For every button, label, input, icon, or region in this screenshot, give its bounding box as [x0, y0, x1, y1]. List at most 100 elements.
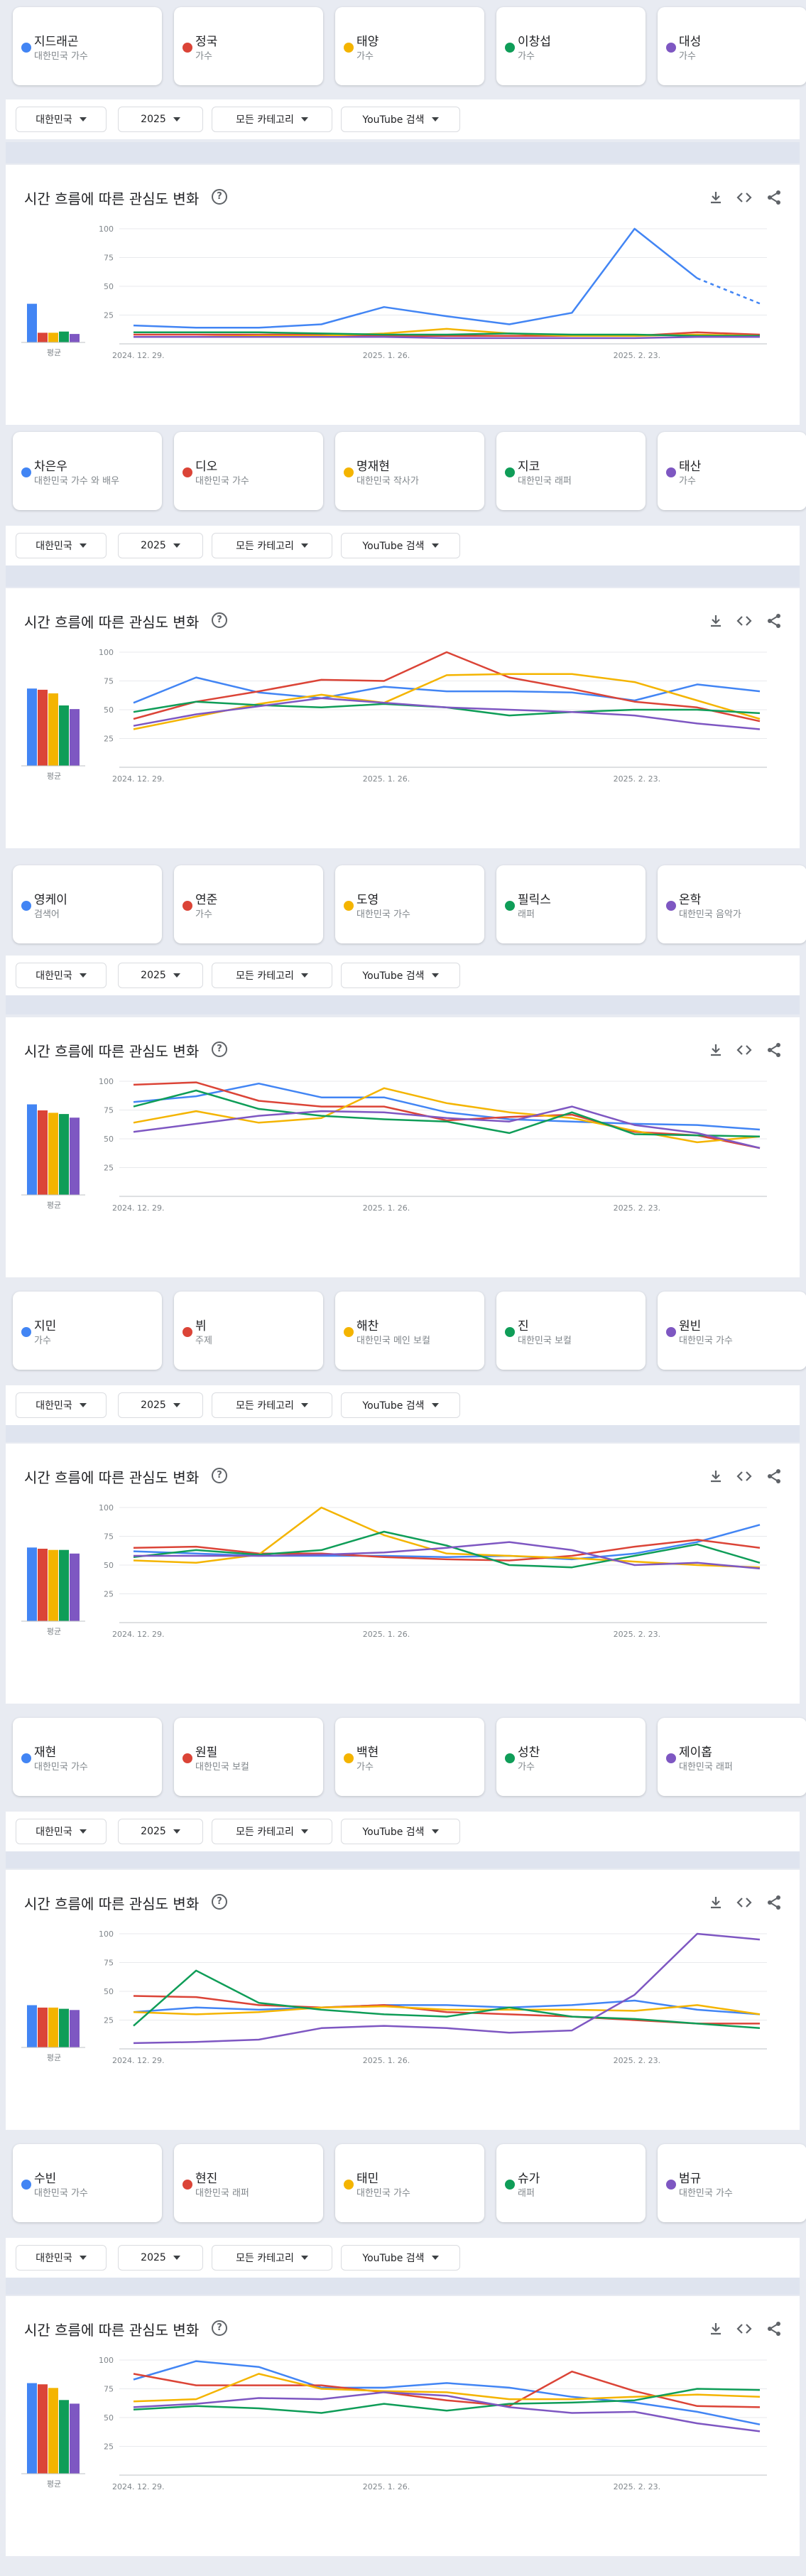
term-chip[interactable]: 재현 대한민국 가수: [13, 1718, 162, 1796]
term-chip[interactable]: 지드래곤 대한민국 가수: [13, 7, 162, 85]
series-line-partial: [697, 277, 761, 305]
source-dropdown[interactable]: YouTube 검색: [341, 533, 460, 558]
embed-icon[interactable]: [736, 189, 753, 206]
download-icon[interactable]: [707, 1468, 724, 1485]
trend-chart[interactable]: 평균 25 50 75 100 2024. 12. 29. 2025. 1. 26. 2025…: [6, 638, 800, 851]
trend-chart[interactable]: 평균 25 50 75 100 2024. 12. 29. 2025. 1. 26. 2025…: [6, 2346, 800, 2559]
term-chip[interactable]: 뷔 주제: [174, 1292, 323, 1370]
term-chip[interactable]: 지민 가수: [13, 1292, 162, 1370]
region-dropdown[interactable]: 대한민국: [16, 963, 107, 988]
share-icon[interactable]: [766, 2320, 783, 2337]
term-chip[interactable]: 정국 가수: [174, 7, 323, 85]
term-name: 해찬: [356, 1319, 379, 1333]
average-bar: [59, 1549, 69, 1621]
share-icon[interactable]: [766, 612, 783, 629]
term-chip[interactable]: 명재현 대한민국 작사가: [335, 432, 484, 510]
embed-icon[interactable]: [736, 2320, 753, 2337]
year-dropdown[interactable]: 2025: [118, 2245, 203, 2271]
year-dropdown[interactable]: 2025: [118, 533, 203, 558]
download-icon[interactable]: [707, 1041, 724, 1059]
year-dropdown[interactable]: 2025: [118, 1819, 203, 1844]
download-icon[interactable]: [707, 2320, 724, 2337]
region-dropdown[interactable]: 대한민국: [16, 533, 107, 558]
help-icon[interactable]: ?: [212, 1894, 227, 1910]
embed-icon-glyph: [736, 616, 752, 626]
year-dropdown[interactable]: 2025: [118, 1392, 203, 1418]
download-icon[interactable]: [707, 1894, 724, 1911]
term-color-dot: [21, 43, 31, 53]
help-icon[interactable]: ?: [212, 1041, 227, 1057]
source-dropdown[interactable]: YouTube 검색: [341, 1392, 460, 1418]
category-dropdown[interactable]: 모든 카테고리: [212, 2245, 332, 2271]
region-dropdown[interactable]: 대한민국: [16, 1392, 107, 1418]
term-chip[interactable]: 태산 가수: [658, 432, 806, 510]
share-icon[interactable]: [766, 1041, 783, 1059]
dropdown-label: 대한민국: [36, 114, 72, 126]
term-chip[interactable]: 진 대한민국 보컬: [496, 1292, 646, 1370]
term-color-dot: [183, 467, 192, 477]
embed-icon[interactable]: [736, 1041, 753, 1059]
term-chip[interactable]: 수빈 대한민국 가수: [13, 2144, 162, 2222]
help-icon[interactable]: ?: [212, 189, 227, 205]
term-chip[interactable]: 이창섭 가수: [496, 7, 646, 85]
trend-chart[interactable]: 평균 25 50 75 100 2024. 12. 29. 2025. 1. 26. 2025…: [6, 1067, 800, 1280]
trend-chart[interactable]: 평균 25 50 75 100 2024. 12. 29. 2025. 1. 26. 2025…: [6, 215, 800, 428]
term-chip[interactable]: 온학 대한민국 음악가: [658, 865, 806, 943]
term-chip[interactable]: 태민 대한민국 가수: [335, 2144, 484, 2222]
term-chip[interactable]: 원필 대한민국 보컬: [174, 1718, 323, 1796]
term-chip[interactable]: 차은우 대한민국 가수 와 배우: [13, 432, 162, 510]
term-chip[interactable]: 태양 가수: [335, 7, 484, 85]
term-chip[interactable]: 연준 가수: [174, 865, 323, 943]
share-icon[interactable]: [766, 189, 783, 206]
term-chip[interactable]: 디오 대한민국 가수: [174, 432, 323, 510]
download-icon[interactable]: [707, 189, 724, 206]
download-icon[interactable]: [707, 612, 724, 629]
term-chip[interactable]: 제이홉 대한민국 래퍼: [658, 1718, 806, 1796]
embed-icon[interactable]: [736, 612, 753, 629]
help-icon[interactable]: ?: [212, 612, 227, 628]
y-tick-label: 75: [104, 677, 114, 686]
year-dropdown[interactable]: 2025: [118, 963, 203, 988]
year-dropdown[interactable]: 2025: [118, 107, 203, 132]
category-dropdown[interactable]: 모든 카테고리: [212, 1392, 332, 1418]
x-tick-label: 2025. 2. 23.: [614, 1203, 660, 1213]
share-icon[interactable]: [766, 1468, 783, 1485]
term-chip[interactable]: 도영 대한민국 가수: [335, 865, 484, 943]
term-chip[interactable]: 성찬 가수: [496, 1718, 646, 1796]
term-chip[interactable]: 해찬 대한민국 메인 보컬: [335, 1292, 484, 1370]
term-chip[interactable]: 영케이 검색어: [13, 865, 162, 943]
term-chip[interactable]: 대성 가수: [658, 7, 806, 85]
region-dropdown[interactable]: 대한민국: [16, 2245, 107, 2271]
source-dropdown[interactable]: YouTube 검색: [341, 107, 460, 132]
source-dropdown[interactable]: YouTube 검색: [341, 1819, 460, 1844]
term-chip[interactable]: 현진 대한민국 래퍼: [174, 2144, 323, 2222]
trend-chart[interactable]: 평균 25 50 75 100 2024. 12. 29. 2025. 1. 26. 2025…: [6, 1920, 800, 2133]
region-dropdown[interactable]: 대한민국: [16, 1819, 107, 1844]
embed-icon[interactable]: [736, 1894, 753, 1911]
average-bar: [38, 332, 48, 342]
help-icon[interactable]: ?: [212, 1468, 227, 1483]
y-tick-label: 100: [99, 1503, 114, 1512]
category-dropdown[interactable]: 모든 카테고리: [212, 533, 332, 558]
series-line: [133, 2391, 761, 2432]
term-chip[interactable]: 백현 가수: [335, 1718, 484, 1796]
category-dropdown[interactable]: 모든 카테고리: [212, 107, 332, 132]
term-color-dot: [21, 901, 31, 911]
source-dropdown[interactable]: YouTube 검색: [341, 963, 460, 988]
term-chip[interactable]: 원빈 대한민국 가수: [658, 1292, 806, 1370]
region-dropdown[interactable]: 대한민국: [16, 107, 107, 132]
series-line: [133, 1969, 761, 2030]
category-dropdown[interactable]: 모든 카테고리: [212, 1819, 332, 1844]
term-subtitle: 대한민국 래퍼: [195, 2188, 249, 2199]
term-chip[interactable]: 지코 대한민국 래퍼: [496, 432, 646, 510]
embed-icon[interactable]: [736, 1468, 753, 1485]
trend-chart[interactable]: 평균 25 50 75 100 2024. 12. 29. 2025. 1. 26. 2025…: [6, 1493, 800, 1706]
term-chip[interactable]: 슈가 래퍼: [496, 2144, 646, 2222]
term-subtitle: 가수: [679, 476, 696, 487]
help-icon[interactable]: ?: [212, 2320, 227, 2336]
term-chip[interactable]: 범규 대한민국 가수: [658, 2144, 806, 2222]
category-dropdown[interactable]: 모든 카테고리: [212, 963, 332, 988]
term-chip[interactable]: 필릭스 래퍼: [496, 865, 646, 943]
share-icon[interactable]: [766, 1894, 783, 1911]
source-dropdown[interactable]: YouTube 검색: [341, 2245, 460, 2271]
